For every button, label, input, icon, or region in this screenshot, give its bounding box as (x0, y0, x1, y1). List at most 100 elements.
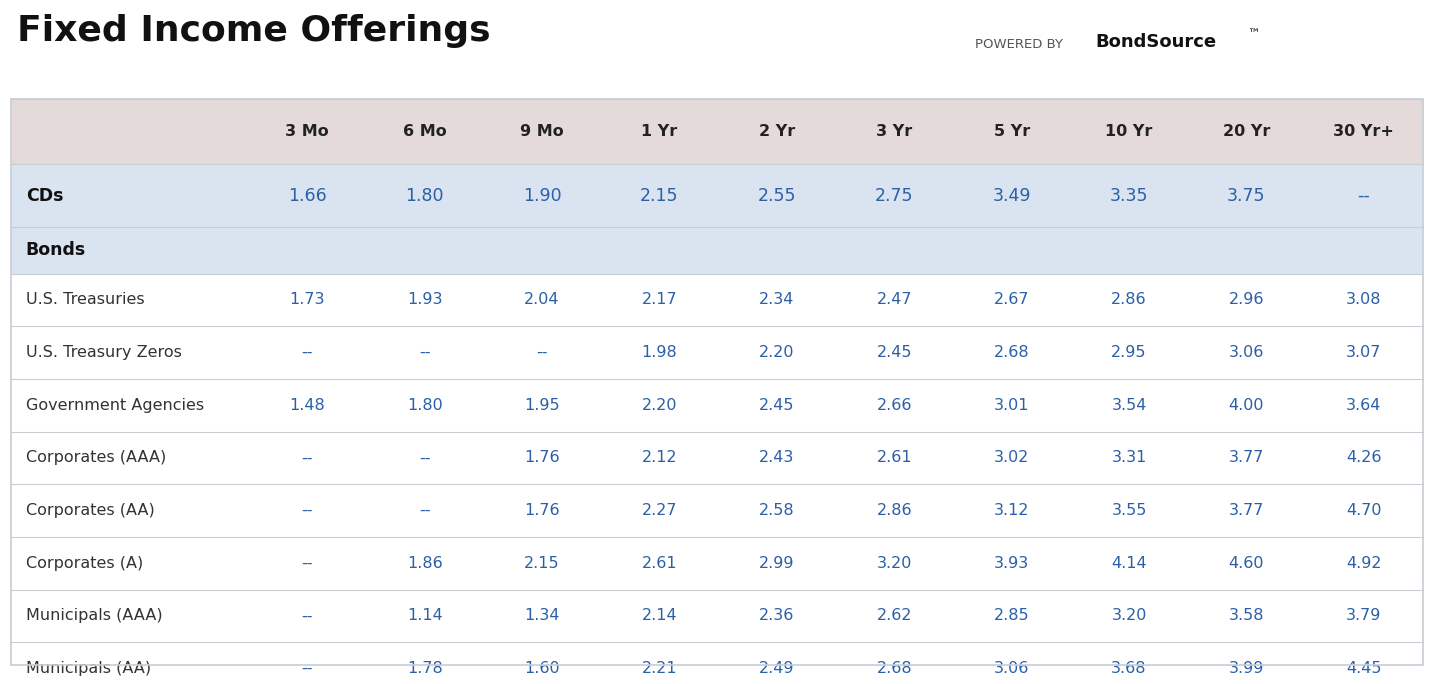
Text: 4.45: 4.45 (1347, 661, 1381, 676)
Text: Corporates (AAA): Corporates (AAA) (26, 451, 166, 465)
Text: 2.58: 2.58 (759, 503, 794, 518)
Text: 3.20: 3.20 (876, 556, 912, 570)
Text: 1.90: 1.90 (523, 187, 561, 205)
Text: 2.45: 2.45 (759, 398, 794, 412)
Text: 3.07: 3.07 (1347, 345, 1381, 360)
Text: Municipals (AAA): Municipals (AAA) (26, 609, 162, 623)
Text: 1.76: 1.76 (525, 451, 559, 465)
Text: 3.12: 3.12 (994, 503, 1030, 518)
Text: 3.77: 3.77 (1229, 503, 1265, 518)
Text: 2.68: 2.68 (876, 661, 912, 676)
Text: 4.14: 4.14 (1111, 556, 1147, 570)
Text: 2.20: 2.20 (641, 398, 677, 412)
Text: 3.06: 3.06 (1229, 345, 1265, 360)
Text: 30 Yr+: 30 Yr+ (1334, 124, 1394, 139)
Text: 1.93: 1.93 (407, 293, 442, 307)
Text: U.S. Treasuries: U.S. Treasuries (26, 293, 145, 307)
Text: 4.26: 4.26 (1347, 451, 1381, 465)
Text: --: -- (1358, 187, 1371, 205)
Bar (11, 99, 1423, 164)
Text: 2.66: 2.66 (876, 398, 912, 412)
Text: 2.20: 2.20 (759, 345, 794, 360)
Text: 4.60: 4.60 (1229, 556, 1265, 570)
Text: 3.64: 3.64 (1347, 398, 1381, 412)
Text: 2.99: 2.99 (759, 556, 794, 570)
Text: 2 Yr: 2 Yr (759, 124, 794, 139)
Text: 1.34: 1.34 (525, 609, 559, 623)
Text: ™: ™ (1248, 28, 1260, 41)
Text: 2.15: 2.15 (640, 187, 678, 205)
Text: 20 Yr: 20 Yr (1223, 124, 1271, 139)
Text: 2.47: 2.47 (876, 293, 912, 307)
Text: 2.61: 2.61 (876, 451, 912, 465)
Text: 3.20: 3.20 (1111, 609, 1147, 623)
Bar (11, 642, 1423, 684)
Text: 2.21: 2.21 (641, 661, 677, 676)
Text: 3 Yr: 3 Yr (876, 124, 912, 139)
Text: 1.98: 1.98 (641, 345, 677, 360)
Bar (11, 227, 1423, 274)
Text: 2.27: 2.27 (641, 503, 677, 518)
Text: 4.92: 4.92 (1347, 556, 1381, 570)
Text: 4.70: 4.70 (1347, 503, 1381, 518)
Text: --: -- (536, 345, 548, 360)
Text: 1.95: 1.95 (525, 398, 559, 412)
Text: 9 Mo: 9 Mo (521, 124, 564, 139)
Text: 2.67: 2.67 (994, 293, 1030, 307)
Text: 3.68: 3.68 (1111, 661, 1147, 676)
Text: 2.43: 2.43 (759, 451, 794, 465)
Text: 3.93: 3.93 (994, 556, 1030, 570)
Text: Bonds: Bonds (26, 241, 86, 259)
Bar (11, 99, 1423, 665)
Text: --: -- (419, 345, 430, 360)
Text: 1.86: 1.86 (407, 556, 443, 570)
Bar (11, 432, 1423, 484)
Text: 3.06: 3.06 (994, 661, 1030, 676)
Text: 2.96: 2.96 (1229, 293, 1265, 307)
Text: 3.49: 3.49 (992, 187, 1031, 205)
Text: 10 Yr: 10 Yr (1106, 124, 1153, 139)
Text: 1.80: 1.80 (406, 187, 445, 205)
Text: 3.02: 3.02 (994, 451, 1030, 465)
Text: 3.77: 3.77 (1229, 451, 1265, 465)
Text: 2.15: 2.15 (525, 556, 559, 570)
Bar (11, 379, 1423, 432)
Text: 2.85: 2.85 (994, 609, 1030, 623)
Text: 2.86: 2.86 (1111, 293, 1147, 307)
Text: 2.95: 2.95 (1111, 345, 1147, 360)
Text: 2.17: 2.17 (641, 293, 677, 307)
Text: 2.68: 2.68 (994, 345, 1030, 360)
Text: 2.04: 2.04 (525, 293, 559, 307)
Text: 2.61: 2.61 (641, 556, 677, 570)
Text: 3.31: 3.31 (1111, 451, 1147, 465)
Text: CDs: CDs (26, 187, 63, 205)
Text: --: -- (301, 556, 313, 570)
Text: 2.62: 2.62 (876, 609, 912, 623)
Text: --: -- (301, 609, 313, 623)
Text: U.S. Treasury Zeros: U.S. Treasury Zeros (26, 345, 182, 360)
Text: BondSource: BondSource (1096, 34, 1216, 51)
Text: Fixed Income Offerings: Fixed Income Offerings (17, 14, 490, 48)
Text: 1.48: 1.48 (290, 398, 326, 412)
Bar (11, 590, 1423, 642)
Text: 3 Mo: 3 Mo (285, 124, 330, 139)
Bar (11, 164, 1423, 227)
Text: POWERED BY: POWERED BY (975, 38, 1063, 51)
Text: 2.45: 2.45 (876, 345, 912, 360)
Bar (11, 537, 1423, 590)
Text: 1.73: 1.73 (290, 293, 326, 307)
Text: 3.01: 3.01 (994, 398, 1030, 412)
Text: 3.58: 3.58 (1229, 609, 1265, 623)
Text: 1 Yr: 1 Yr (641, 124, 677, 139)
Text: 3.54: 3.54 (1111, 398, 1147, 412)
Text: 1.60: 1.60 (525, 661, 559, 676)
Text: 1.14: 1.14 (407, 609, 443, 623)
Text: 2.34: 2.34 (759, 293, 794, 307)
Text: 2.75: 2.75 (875, 187, 913, 205)
Text: 1.76: 1.76 (525, 503, 559, 518)
Text: 3.35: 3.35 (1110, 187, 1149, 205)
Text: --: -- (419, 451, 430, 465)
Text: Corporates (AA): Corporates (AA) (26, 503, 155, 518)
Text: 2.14: 2.14 (641, 609, 677, 623)
Text: Government Agencies: Government Agencies (26, 398, 204, 412)
